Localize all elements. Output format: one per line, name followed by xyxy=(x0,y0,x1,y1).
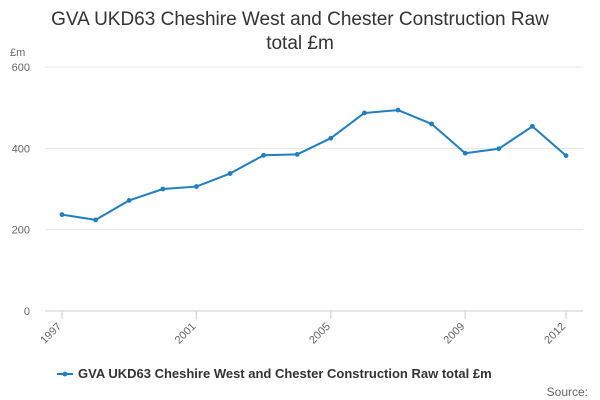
chart-title: GVA UKD63 Cheshire West and Chester Cons… xyxy=(0,8,600,56)
source-label: Source: xyxy=(547,385,588,399)
data-point-2012 xyxy=(563,153,569,159)
gridlines xyxy=(45,66,583,312)
data-point-2010 xyxy=(496,146,502,152)
data-point-2000 xyxy=(160,186,166,192)
data-point-2002 xyxy=(227,171,233,176)
x-tick-label: 2001 xyxy=(173,321,199,347)
y-axis-unit-label: £m xyxy=(10,47,25,59)
data-point-2005 xyxy=(328,135,334,141)
x-tick-label: 2009 xyxy=(442,321,468,347)
y-tick-label: 0 xyxy=(24,306,30,318)
x-tick-label: 2012 xyxy=(542,321,568,347)
data-point-2007 xyxy=(395,107,401,113)
series-line xyxy=(61,109,567,221)
data-point-2006 xyxy=(362,110,367,116)
data-point-1997 xyxy=(59,212,65,218)
legend: GVA UKD63 Cheshire West and Chester Cons… xyxy=(57,366,492,381)
data-point-2008 xyxy=(429,121,434,127)
chart-title-line-2: total £m xyxy=(266,33,334,54)
x-tick-label: 2005 xyxy=(307,321,333,347)
data-point-2011 xyxy=(530,123,535,129)
axes: 0 200 400 600 £m 1997 2001 2005 2009 2012 xyxy=(10,47,568,346)
data-point-2009 xyxy=(462,150,468,156)
y-tick-label: 400 xyxy=(12,143,30,155)
y-tick-label: 200 xyxy=(12,225,30,237)
legend-swatch-marker xyxy=(62,371,68,377)
series-layer xyxy=(59,107,569,223)
data-point-2003 xyxy=(261,152,266,158)
x-tick-label: 1997 xyxy=(38,321,64,347)
data-point-1999 xyxy=(126,197,132,203)
data-point-2001 xyxy=(194,184,199,189)
data-point-1998 xyxy=(93,217,98,223)
y-tick-label: 600 xyxy=(12,62,30,74)
legend-label: GVA UKD63 Cheshire West and Chester Cons… xyxy=(78,366,492,381)
data-point-2004 xyxy=(294,152,300,157)
chart-title-line-1: GVA UKD63 Cheshire West and Chester Cons… xyxy=(51,9,549,30)
